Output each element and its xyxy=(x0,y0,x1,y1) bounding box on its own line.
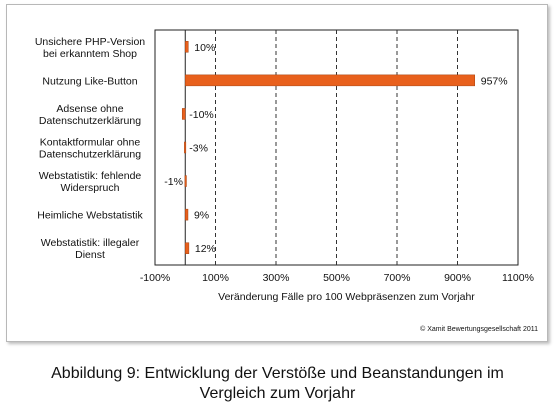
category-label: Webstatistik: illegaler Dienst xyxy=(41,237,140,261)
x-tick-label: -100% xyxy=(140,272,170,284)
bar xyxy=(184,175,187,187)
category-label: Unsichere PHP-Version bei erkanntem Shop xyxy=(35,36,145,60)
caption-line-2: Vergleich zum Vorjahr xyxy=(199,385,356,402)
category-label: Adsense ohne Datenschutzerklärung xyxy=(39,103,141,127)
x-tick-label: 1100% xyxy=(502,272,534,284)
data-label: -1% xyxy=(164,176,183,188)
category-label: Heimliche Webstatistik xyxy=(37,210,143,222)
copyright-note: © Xamit Bewertungsgesellschaft 2011 xyxy=(420,325,538,333)
data-label: 9% xyxy=(194,210,209,222)
data-label: 10% xyxy=(194,42,215,54)
category-label: Webstatistik: fehlende Widerspruch xyxy=(39,170,142,194)
category-label: Nutzung Like-Button xyxy=(42,75,137,87)
x-tick-label: 500% xyxy=(323,272,350,284)
bar xyxy=(181,108,186,120)
caption-line-1: Abbildung 9: Entwicklung der Verstöße un… xyxy=(51,365,504,382)
bar xyxy=(185,41,189,53)
x-axis-title: Veränderung Fälle pro 100 Webpräsenzen z… xyxy=(218,291,475,303)
x-tick-label: 300% xyxy=(263,272,290,284)
bar xyxy=(184,141,187,154)
data-label: 12% xyxy=(195,243,216,255)
data-label: -10% xyxy=(189,109,214,121)
data-label: 957% xyxy=(481,75,508,87)
category-label: Kontaktformular ohne Datenschutzerklärung xyxy=(39,137,141,161)
bar xyxy=(185,74,475,87)
bar xyxy=(185,208,189,221)
x-tick-label: 900% xyxy=(444,272,471,284)
data-label: -3% xyxy=(189,143,208,155)
bar-chart: Unsichere PHP-Version bei erkanntem Shop 1… xyxy=(35,29,538,333)
figure-caption: Abbildung 9: Entwicklung der Verstöße un… xyxy=(0,364,555,404)
bar xyxy=(185,242,190,254)
x-tick-label: 100% xyxy=(202,272,229,284)
x-tick-label: 700% xyxy=(384,272,411,284)
